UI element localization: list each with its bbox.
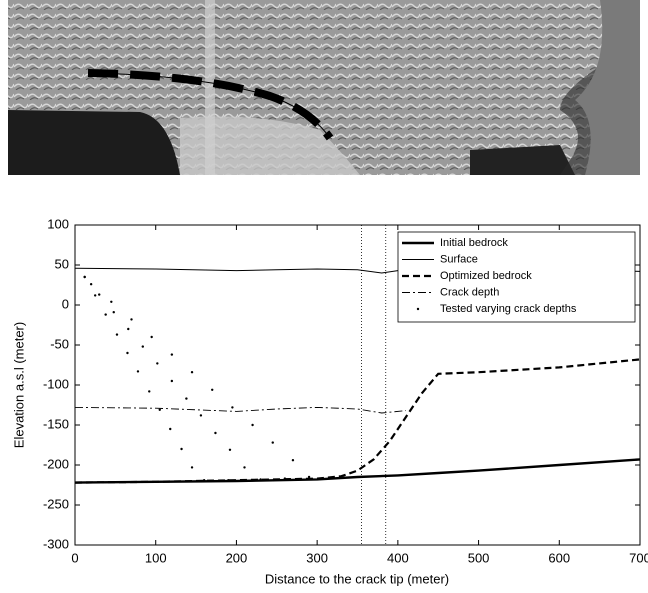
x-axis-label: Distance to the crack tip (meter) (265, 571, 449, 586)
x-tick-label: 100 (145, 550, 167, 565)
data-point (291, 459, 295, 462)
data-point (271, 441, 274, 444)
data-point (148, 390, 151, 393)
data-point (180, 447, 183, 451)
x-tick-label: 0 (71, 550, 78, 565)
x-tick-label: 600 (548, 550, 570, 565)
y-tick-label: -100 (43, 376, 69, 391)
data-point (115, 333, 119, 336)
data-point (170, 353, 174, 356)
legend-label: Tested varying crack depths (440, 303, 577, 315)
data-point (136, 370, 140, 373)
legend-box (397, 231, 636, 323)
data-point (158, 408, 161, 411)
y-tick-label: -150 (43, 416, 69, 431)
x-tick-label: 300 (306, 550, 328, 565)
legend-label: Crack depth (440, 286, 499, 298)
y-tick-label: -200 (43, 456, 69, 471)
y-tick-label: -300 (43, 536, 69, 551)
data-point (127, 327, 130, 331)
data-point (112, 311, 115, 314)
data-point (83, 275, 86, 279)
y-tick-label: -250 (43, 496, 69, 511)
data-point (93, 294, 97, 297)
data-point (214, 431, 217, 435)
data-point (190, 371, 194, 374)
data-point (227, 479, 230, 482)
data-point (228, 448, 232, 451)
series-line (74, 458, 641, 484)
y-tick-label: 100 (47, 216, 69, 231)
legend-label: Surface (440, 253, 478, 265)
x-tick-label: 400 (387, 550, 409, 565)
data-point (307, 475, 311, 479)
x-tick-label: 700 (629, 550, 648, 565)
data-point (98, 293, 101, 296)
data-point (150, 335, 153, 339)
y-axis-label: Elevation a.s.l (meter) (11, 322, 26, 448)
data-point (199, 414, 203, 417)
data-point (89, 283, 93, 286)
data-point (156, 362, 159, 365)
legend: Initial bedrock Surface Optimized bedrock C… (397, 231, 636, 323)
y-tick-label: -50 (50, 336, 69, 351)
satellite-image (8, 0, 640, 175)
data-point (231, 406, 234, 409)
x-tick-label: 200 (226, 550, 248, 565)
data-point (104, 313, 107, 316)
data-point (202, 479, 206, 482)
y-tick-label: 0 (62, 296, 69, 311)
data-point (283, 477, 287, 480)
data-point (110, 300, 113, 303)
data-point (170, 379, 174, 383)
series-line (74, 406, 406, 414)
data-point (141, 345, 144, 348)
data-point (259, 478, 262, 481)
data-point (190, 466, 194, 469)
data-point (130, 318, 133, 321)
data-point (185, 397, 188, 400)
series-line (74, 358, 641, 484)
data-point (126, 351, 129, 355)
legend-label: Optimized bedrock (440, 270, 532, 282)
data-point (243, 466, 246, 469)
x-tick-label: 500 (468, 550, 490, 565)
y-tick-label: 50 (55, 256, 69, 271)
legend-label: Initial bedrock (440, 237, 508, 249)
legend-swatch (416, 307, 420, 311)
data-point (169, 427, 172, 431)
data-point (211, 388, 214, 391)
data-point (251, 423, 254, 427)
